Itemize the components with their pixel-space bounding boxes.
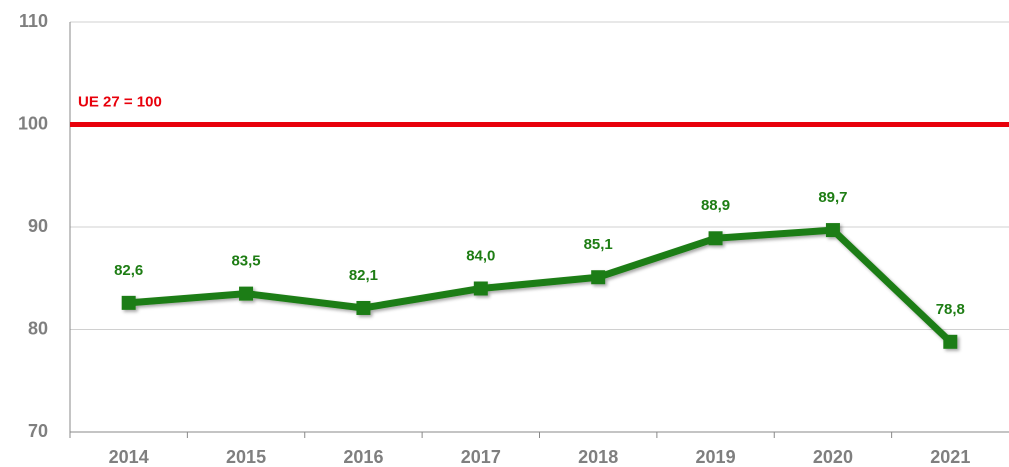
data-label: 88,9 (701, 197, 730, 214)
data-label: 89,7 (818, 189, 847, 206)
x-tick-label: 2021 (930, 447, 970, 467)
y-tick-label: 70 (28, 421, 48, 441)
marker (356, 300, 371, 315)
y-tick-label: 80 (28, 318, 48, 338)
data-label: 82,1 (349, 267, 378, 284)
marker (708, 231, 723, 246)
x-tick-label: 2015 (226, 447, 266, 467)
marker (239, 286, 254, 301)
data-label: 78,8 (936, 301, 965, 318)
data-label: 84,0 (466, 247, 495, 264)
y-tick-label: 90 (28, 216, 48, 236)
line (128, 226, 953, 345)
x-tick-label: 2017 (461, 447, 501, 467)
reference-label: UE 27 = 100 (78, 93, 162, 110)
x-tick-label: 2018 (578, 447, 618, 467)
data-label: 85,1 (584, 236, 613, 253)
y-tick-label: 110 (19, 11, 48, 31)
marker (473, 281, 488, 296)
marker (121, 295, 136, 310)
x-tick-label: 2019 (696, 447, 736, 467)
marker (825, 223, 840, 238)
series (121, 223, 958, 349)
data-label: 83,5 (231, 253, 260, 270)
marker (943, 334, 958, 349)
marker (591, 270, 606, 285)
x-tick-label: 2016 (343, 447, 383, 467)
data-label: 82,6 (114, 262, 143, 279)
x-tick-label: 2014 (109, 447, 149, 467)
x-tick-label: 2020 (813, 447, 853, 467)
y-tick-label: 100 (18, 113, 48, 133)
